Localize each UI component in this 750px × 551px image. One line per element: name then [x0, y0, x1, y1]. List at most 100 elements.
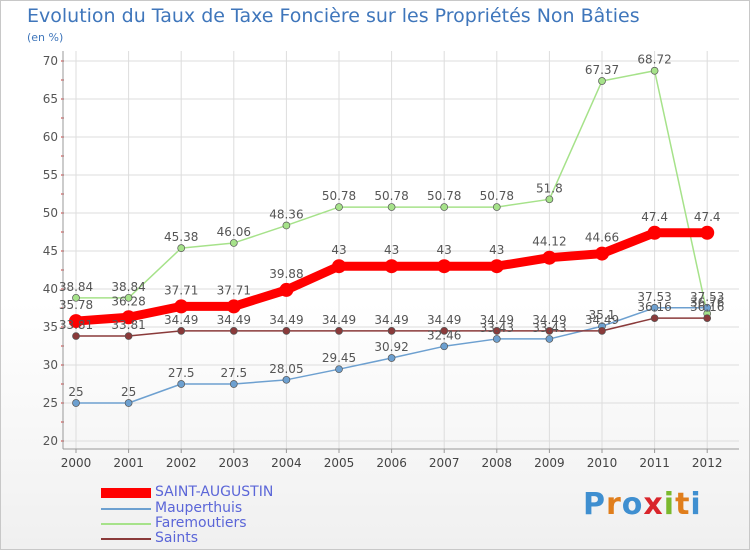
legend-item-saint-augustin: SAINT-AUGUSTIN	[101, 484, 361, 501]
data-label-saints: 34.49	[585, 313, 619, 327]
legend-swatch-saints	[101, 538, 151, 540]
data-label-saints: 34.49	[427, 313, 461, 327]
data-point-mauperthuis	[229, 380, 238, 388]
data-point-saint-augustin	[437, 259, 452, 274]
data-label-saint-augustin: 43	[437, 243, 452, 257]
data-point-mauperthuis	[72, 399, 80, 407]
data-point-mauperthuis	[440, 342, 449, 351]
legend-label-saints: Saints	[155, 530, 199, 546]
logo-letter: x	[643, 487, 664, 522]
y-tick-label: 30	[43, 358, 58, 372]
data-point-saints	[703, 314, 712, 323]
data-label-faremoutiers: 50.78	[322, 189, 356, 203]
data-point-mauperthuis	[387, 354, 396, 362]
y-tick-label: 35	[43, 320, 58, 334]
legend-item-faremoutiers: Faremoutiers	[101, 515, 361, 532]
y-tick-label: 20	[43, 434, 58, 448]
data-label-faremoutiers: 38.84	[111, 280, 145, 294]
data-point-faremoutiers	[387, 203, 396, 211]
data-point-faremoutiers	[440, 203, 449, 211]
x-tick-label: 2000	[61, 456, 92, 470]
x-tick-label: 2003	[219, 456, 250, 470]
logo-letter: P	[583, 487, 606, 522]
data-point-saints	[650, 314, 659, 323]
data-label-faremoutiers: 50.78	[427, 189, 461, 203]
data-label-faremoutiers: 38.84	[59, 280, 93, 294]
data-label-saint-augustin: 37.71	[164, 283, 198, 297]
data-point-saints	[72, 332, 80, 340]
data-point-saints	[492, 327, 501, 335]
data-point-saint-augustin	[226, 299, 241, 314]
x-tick-label: 2004	[271, 456, 302, 470]
x-tick-label: 2012	[692, 456, 723, 470]
data-label-saints: 34.49	[532, 313, 566, 327]
data-point-saint-augustin	[542, 250, 557, 265]
data-label-saint-augustin: 35.78	[59, 298, 93, 312]
data-point-saint-augustin	[121, 310, 136, 325]
data-label-saints: 34.49	[269, 313, 303, 327]
data-label-mauperthuis: 25	[121, 385, 136, 399]
data-point-faremoutiers	[124, 293, 133, 302]
data-label-mauperthuis: 27.5	[168, 366, 195, 380]
data-label-mauperthuis: 33.43	[480, 321, 514, 335]
data-point-mauperthuis	[124, 399, 133, 407]
chart-title: Evolution du Taux de Taxe Foncière sur l…	[27, 5, 640, 27]
data-label-saints: 34.49	[164, 313, 198, 327]
y-tick-label: 70	[43, 54, 58, 68]
data-label-faremoutiers: 45.38	[164, 230, 198, 244]
data-point-saint-augustin	[332, 259, 346, 274]
data-label-faremoutiers: 67.37	[585, 63, 619, 77]
data-label-saint-augustin: 43	[331, 243, 346, 257]
data-point-saint-augustin	[647, 225, 662, 240]
data-label-mauperthuis: 37.53	[690, 290, 724, 304]
y-tick-label: 60	[43, 130, 58, 144]
legend-item-saints: Saints	[101, 530, 361, 547]
data-point-saints	[282, 327, 291, 335]
x-tick-label: 2005	[324, 456, 355, 470]
data-label-saint-augustin: 43	[384, 243, 399, 257]
data-point-mauperthuis	[177, 380, 186, 388]
data-point-faremoutiers	[282, 221, 291, 230]
data-point-saints	[335, 327, 343, 335]
data-label-saint-augustin: 37.71	[217, 283, 251, 297]
logo-letter: r	[606, 487, 622, 522]
data-label-mauperthuis: 35.1	[589, 308, 616, 322]
x-tick-label: 2002	[166, 456, 197, 470]
x-tick-label: 2006	[376, 456, 407, 470]
data-point-saint-augustin	[384, 259, 399, 274]
x-tick-label: 2007	[429, 456, 460, 470]
data-label-mauperthuis: 25	[68, 385, 83, 399]
x-tick-label: 2010	[587, 456, 618, 470]
data-point-saint-augustin	[489, 259, 504, 274]
y-tick-label: 45	[43, 244, 58, 258]
data-point-mauperthuis	[492, 335, 501, 343]
legend-item-mauperthuis: Mauperthuis	[101, 500, 361, 517]
data-label-faremoutiers: 50.78	[480, 189, 514, 203]
data-point-saints	[124, 332, 133, 340]
data-point-faremoutiers	[545, 195, 554, 204]
logo-letter: o	[621, 487, 644, 522]
y-tick-label: 40	[43, 282, 58, 296]
data-point-saints	[177, 327, 186, 335]
data-label-saint-augustin: 44.12	[532, 235, 566, 249]
data-label-mauperthuis: 33.43	[532, 321, 566, 335]
data-point-mauperthuis	[703, 303, 712, 312]
data-point-faremoutiers	[229, 239, 238, 247]
data-label-faremoutiers: 68.72	[637, 53, 671, 67]
data-point-faremoutiers	[492, 203, 501, 211]
y-tick-label: 25	[43, 396, 58, 410]
data-label-mauperthuis: 28.05	[269, 362, 303, 376]
data-label-saint-augustin: 47.4	[694, 210, 721, 224]
data-point-faremoutiers	[335, 203, 343, 211]
data-label-mauperthuis: 30.92	[374, 340, 408, 354]
data-label-faremoutiers: 51.8	[536, 181, 563, 195]
data-point-faremoutiers	[650, 66, 659, 75]
data-label-saints: 34.49	[322, 313, 356, 327]
data-point-saints	[440, 327, 449, 335]
data-label-saint-augustin: 47.4	[641, 210, 668, 224]
logo-letter: i	[690, 487, 702, 522]
y-tick-label: 50	[43, 206, 58, 220]
data-point-mauperthuis	[335, 365, 343, 374]
